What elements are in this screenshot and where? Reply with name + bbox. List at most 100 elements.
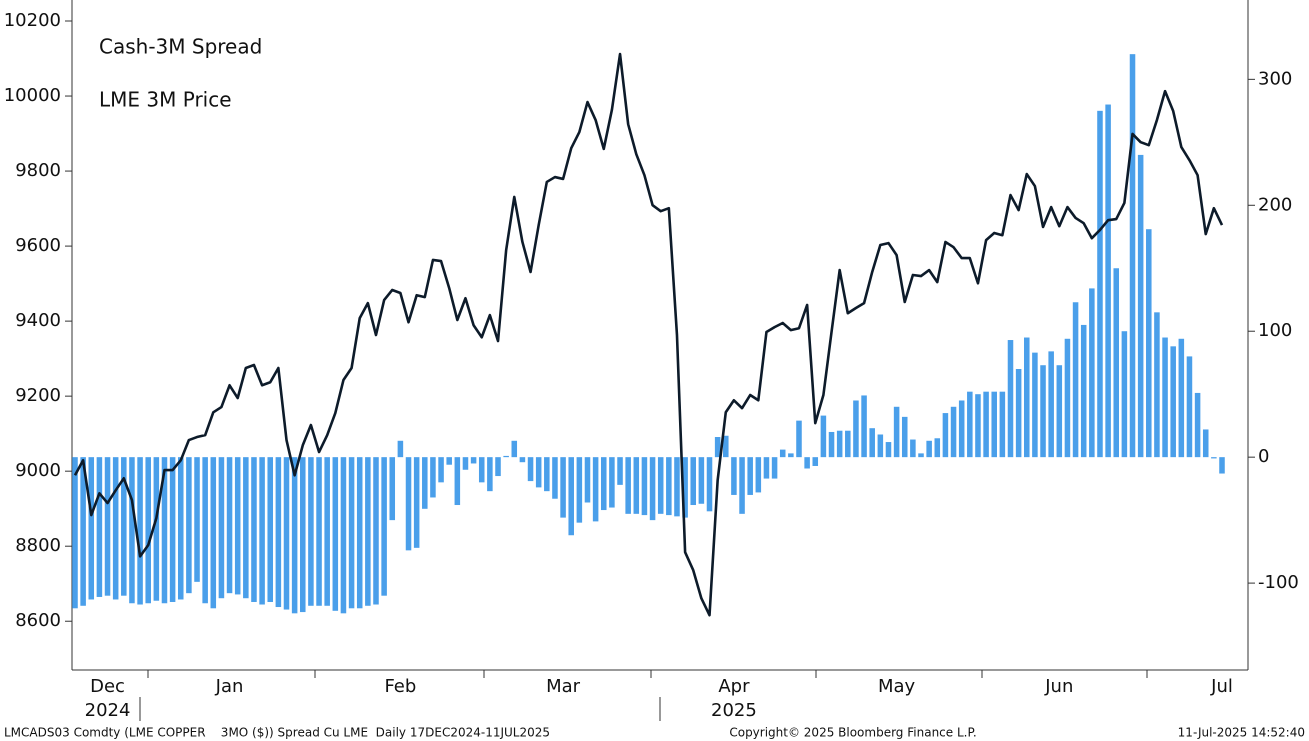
bar [1178, 338, 1185, 458]
bar [828, 431, 835, 458]
bar [779, 449, 786, 458]
bar [901, 416, 908, 458]
bar [666, 457, 672, 516]
y-tick-label: 10000 [4, 85, 61, 106]
bar [1080, 324, 1087, 458]
bar [145, 457, 151, 604]
footer-left: LMCADS03 Comdty (LME COPPER 3MO ($)) Spr… [4, 726, 550, 740]
bar [755, 457, 762, 493]
bar [657, 457, 664, 514]
bar-series [72, 54, 1225, 614]
bar [958, 400, 965, 458]
y2-tick-label: 200 [1258, 194, 1292, 215]
bar [723, 435, 729, 458]
bar [1137, 154, 1144, 458]
bar [503, 455, 509, 458]
bar [422, 457, 428, 509]
bar [169, 457, 176, 602]
bar [568, 457, 574, 536]
legend-entry: Cash-3M Spread [99, 35, 262, 59]
bar [600, 457, 607, 511]
bar [300, 457, 306, 613]
bar [161, 457, 168, 604]
bar [356, 457, 363, 609]
bar [1097, 110, 1103, 458]
bar [259, 457, 265, 605]
bar [470, 457, 477, 464]
bar [454, 457, 461, 506]
bar [487, 457, 493, 492]
bar [560, 457, 566, 518]
bar [1154, 312, 1160, 458]
bar [405, 457, 412, 551]
bar [877, 434, 884, 458]
bar [1089, 288, 1095, 458]
bar [535, 457, 542, 488]
bar [275, 457, 282, 608]
bar [796, 420, 802, 458]
bar [511, 440, 518, 458]
bar [625, 457, 631, 514]
bar [926, 440, 932, 458]
bar [918, 453, 924, 458]
bar [869, 428, 875, 458]
bar [137, 457, 143, 605]
bar [88, 457, 95, 600]
bar [332, 457, 339, 611]
y-tick-label: 8600 [15, 610, 61, 631]
y-tick-label: 9800 [15, 160, 61, 181]
bar [283, 457, 290, 610]
x-tick-label: May [878, 676, 916, 697]
bar [243, 457, 249, 599]
bar [104, 457, 111, 596]
bar [519, 457, 526, 463]
bar [186, 457, 192, 594]
bar [1072, 302, 1079, 458]
legend-entry: LME 3M Price [99, 88, 232, 112]
bar [812, 457, 819, 466]
bar [747, 457, 753, 495]
bar [853, 400, 859, 458]
bar [861, 395, 867, 458]
bar [731, 457, 737, 495]
bar [210, 457, 217, 609]
bar [1202, 429, 1209, 458]
bar [291, 457, 298, 614]
bar [999, 391, 1006, 458]
bar [592, 457, 599, 522]
bar [763, 457, 770, 479]
x-tick-label: Mar [546, 676, 581, 697]
bar [836, 430, 843, 458]
bar [690, 457, 697, 506]
bar [80, 457, 86, 606]
bar [348, 457, 355, 609]
bar [381, 457, 387, 596]
y-tick-label: 9600 [15, 235, 61, 256]
x-tick-label: Jan [215, 676, 244, 697]
bar [1129, 54, 1136, 458]
bar [633, 457, 640, 514]
bar [218, 457, 225, 599]
bar [234, 457, 241, 595]
bar [682, 457, 688, 518]
bar [1162, 337, 1168, 458]
bar [1113, 268, 1120, 458]
bar [340, 457, 347, 614]
y-tick-label: 8800 [15, 535, 61, 556]
bar [910, 439, 916, 458]
bar [674, 457, 680, 517]
line [73, 52, 1224, 617]
bar [495, 457, 501, 477]
bar [121, 457, 127, 596]
x-tick-label: Jul [1210, 676, 1233, 697]
bar [1032, 352, 1038, 458]
bar [698, 457, 705, 504]
bar [389, 457, 396, 521]
bar [788, 453, 794, 458]
bar [641, 457, 648, 516]
bar [706, 457, 713, 512]
bar [1146, 229, 1152, 458]
y2-tick-label: 300 [1258, 68, 1292, 89]
bar [446, 457, 452, 465]
